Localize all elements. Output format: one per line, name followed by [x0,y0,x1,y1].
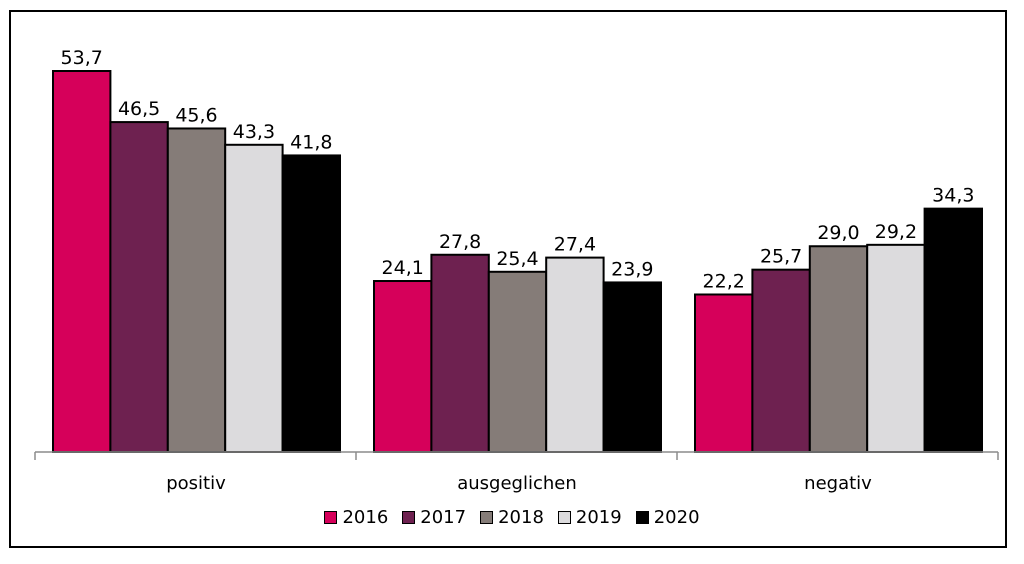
legend-label-2020: 2020 [653,506,700,528]
data-label-negativ-2016: 22,2 [703,270,745,292]
bar-ausgeglichen-2020 [602,281,662,454]
bar-negativ-2019 [866,243,926,453]
data-label-positiv-2020: 41,8 [290,131,332,153]
data-label-ausgeglichen-2016: 24,1 [382,257,424,279]
legend-swatch-2016 [324,510,338,524]
bar-ausgeglichen-2016 [373,280,433,453]
legend-label-2018: 2018 [498,506,544,528]
bar-positiv-2019 [224,143,284,453]
legend-swatch-2020 [635,510,649,524]
legend-label-2017: 2017 [420,506,467,528]
bar-ausgeglichen-2017 [430,253,490,453]
legend-swatch-2019 [557,510,571,524]
bar-negativ-2018 [808,245,869,453]
category-label-positiv: positiv [166,473,226,494]
legend-label-2019: 2019 [575,506,622,528]
data-label-ausgeglichen-2018: 25,4 [496,248,538,270]
data-label-negativ-2018: 29,0 [817,222,859,244]
bar-negativ-2020 [923,207,983,453]
bar-positiv-2018 [166,127,227,453]
category-label-negativ: negativ [804,473,872,494]
bar-negativ-2017 [751,268,811,453]
legend-item-2017: 2017 [402,507,466,528]
bar-negativ-2016 [694,293,754,453]
bar-positiv-2016 [52,70,112,453]
data-label-positiv-2018: 45,6 [175,104,217,126]
legend: 2016 2017 2018 2019 2020 [0,502,1024,532]
data-label-positiv-2019: 43,3 [233,121,275,143]
bar-ausgeglichen-2018 [487,270,548,454]
legend-swatch-2018 [480,510,494,524]
data-label-positiv-2017: 46,5 [118,98,160,120]
data-label-ausgeglichen-2019: 27,4 [554,234,596,256]
data-label-positiv-2016: 53,7 [61,47,103,69]
legend-item-2020: 2020 [635,506,700,528]
bar-ausgeglichen-2019 [545,256,605,454]
category-label-ausgeglichen: ausgeglichen [457,473,577,494]
data-label-ausgeglichen-2017: 27,8 [439,231,481,253]
legend-swatch-2017 [402,510,416,524]
data-label-negativ-2017: 25,7 [760,246,802,268]
data-label-ausgeglichen-2020: 23,9 [611,258,653,280]
bar-positiv-2020 [281,154,342,453]
legend-item-2018: 2018 [480,507,544,528]
legend-item-2016: 2016 [324,507,388,528]
bar-positiv-2017 [109,121,169,453]
data-label-negativ-2019: 29,2 [875,221,917,243]
legend-item-2019: 2019 [557,506,622,528]
bar-chart: 53,7 46,5 45,6 43,3 41,8 24,1 27,8 25,4 27,4 23,9… [34,47,999,494]
legend-label-2016: 2016 [342,506,389,528]
data-label-negativ-2020: 34,3 [932,185,974,207]
